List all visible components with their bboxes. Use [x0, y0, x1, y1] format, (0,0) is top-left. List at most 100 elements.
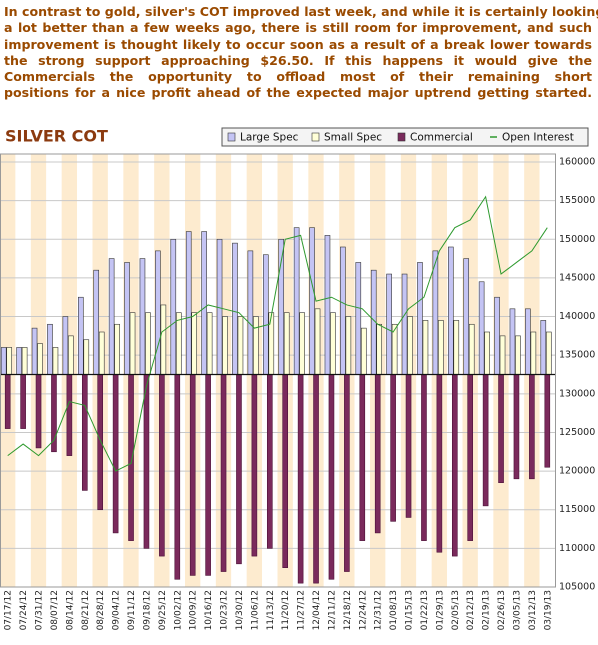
x-tick-label: 07/31/12 [35, 590, 45, 630]
bar [463, 258, 470, 375]
legend: Large Spec Small Spec Commercial Open Inter… [221, 127, 589, 147]
bar [112, 374, 119, 534]
bar [4, 374, 11, 429]
bar [47, 323, 53, 375]
bar [236, 374, 242, 565]
bar [6, 347, 13, 375]
bar [251, 374, 258, 557]
bar [160, 304, 167, 375]
bar [232, 242, 238, 375]
bar [0, 347, 7, 375]
y-tick-label: 145000 [559, 272, 595, 283]
bar [52, 347, 59, 375]
text-line: positions for a nice profit ahead of the… [4, 85, 592, 101]
bar [83, 339, 90, 375]
bar [128, 374, 134, 541]
y-tick-label: 150000 [559, 234, 595, 245]
x-tick-label: 12/18/12 [343, 590, 353, 630]
bar [544, 374, 551, 468]
bar [155, 250, 161, 375]
bar [81, 374, 88, 491]
y-tick-label: 155000 [559, 195, 595, 206]
x-tick-label: 11/06/12 [250, 590, 260, 630]
chart-title: SILVER COT [5, 127, 108, 146]
x-tick-label: 07/24/12 [19, 590, 29, 630]
bar [114, 323, 120, 375]
x-tick-label: 08/28/12 [96, 590, 106, 630]
x-tick-label: 10/02/12 [173, 590, 183, 630]
bar [340, 246, 346, 375]
bar [68, 335, 74, 375]
bar [376, 323, 383, 375]
bar [282, 374, 289, 568]
bar [62, 316, 69, 375]
x-tick-label: 02/26/13 [497, 590, 507, 630]
bar [124, 262, 130, 375]
y-tick-label: 105000 [559, 582, 595, 593]
bar [529, 374, 535, 480]
x-tick-label: 08/21/12 [81, 590, 91, 630]
y-tick-label: 130000 [559, 388, 595, 399]
x-tick-label: 01/29/13 [435, 590, 445, 630]
bar [283, 312, 290, 375]
bar [314, 308, 321, 375]
x-tick-label: 02/05/13 [451, 590, 461, 630]
bar [97, 374, 104, 511]
bar [330, 312, 336, 375]
bar [170, 238, 177, 375]
bar [268, 312, 275, 375]
bar [407, 316, 413, 375]
bar [421, 374, 427, 541]
bar [360, 327, 367, 375]
bar [247, 250, 254, 375]
bar [525, 308, 531, 375]
x-tick-label: 09/18/12 [142, 590, 152, 630]
y-tick-label: 160000 [559, 157, 595, 168]
legend-label: Small Spec [324, 132, 382, 144]
bar [417, 262, 423, 375]
bar [509, 308, 516, 375]
bar [355, 262, 362, 375]
legend-label: Open Interest [502, 132, 574, 144]
x-tick-label: 12/24/12 [358, 590, 368, 630]
bar [145, 312, 151, 375]
bar [129, 312, 136, 375]
bar [451, 374, 458, 557]
bar [37, 343, 43, 375]
bar [297, 374, 304, 584]
x-tick-label: 01/15/13 [405, 590, 415, 630]
x-tick-label: 08/14/12 [65, 590, 75, 630]
legend-swatch [311, 132, 320, 142]
x-tick-label: 07/17/12 [4, 590, 14, 630]
bar [189, 374, 196, 576]
bar [98, 331, 105, 375]
bar [191, 312, 198, 375]
bar [143, 374, 150, 549]
legend-swatch [397, 132, 406, 142]
text-line: a lot better than a few weeks ago, there… [4, 20, 592, 36]
bar [467, 374, 474, 541]
bar [453, 320, 460, 375]
bar [253, 316, 259, 375]
x-tick-label: 03/05/13 [512, 590, 522, 630]
bar [139, 258, 146, 375]
bar [175, 312, 182, 375]
intro-text: In contrast to gold, silver's COT improv… [4, 4, 598, 102]
bar [266, 374, 273, 549]
bar [299, 312, 305, 375]
plot-frame [0, 153, 556, 588]
bar [262, 254, 269, 375]
bar [513, 374, 520, 480]
bar [530, 331, 537, 375]
bar [344, 374, 350, 572]
bar [21, 347, 28, 375]
x-tick-label: 11/20/12 [281, 590, 291, 630]
bar [328, 374, 335, 580]
bar [185, 231, 192, 375]
bar [478, 281, 485, 375]
bar [345, 316, 352, 375]
chart: SILVER COT 105000 110000 115000 120000 12500… [0, 127, 595, 630]
bar [108, 258, 115, 375]
bar [436, 374, 443, 553]
bar [515, 335, 521, 375]
